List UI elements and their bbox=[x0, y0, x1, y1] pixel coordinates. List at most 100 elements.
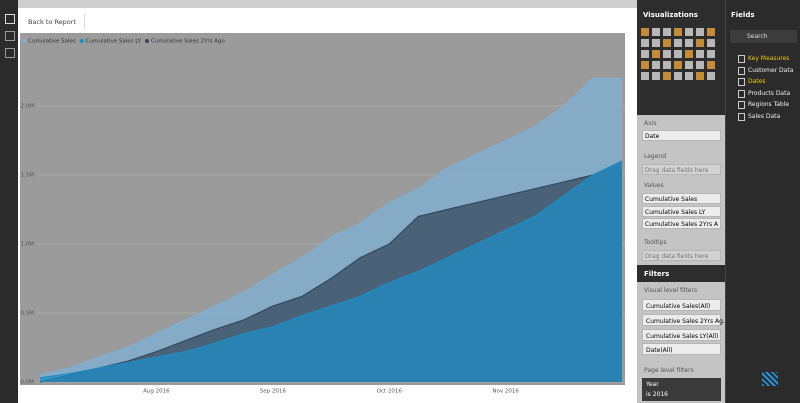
visual-icon[interactable] bbox=[674, 61, 682, 69]
visual-icon[interactable] bbox=[641, 39, 649, 47]
legend-marker bbox=[145, 39, 150, 43]
visual-icon[interactable] bbox=[663, 61, 671, 69]
visual-icon[interactable] bbox=[641, 28, 649, 36]
filter-card[interactable]: Cumulative Sales LY(All) bbox=[642, 329, 721, 341]
x-tick-label: Sep 2016 bbox=[260, 389, 287, 395]
well-label: Values bbox=[644, 182, 664, 189]
well-field[interactable]: Date bbox=[642, 130, 721, 141]
filter-name: Date(All) bbox=[646, 347, 673, 354]
filters-header bbox=[637, 265, 725, 282]
filter-card[interactable]: Date(All) bbox=[642, 343, 721, 355]
field-table[interactable]: Key Measures bbox=[730, 54, 798, 64]
well-label: Tooltips bbox=[644, 239, 667, 246]
visual-icon[interactable] bbox=[652, 28, 660, 36]
visual-icons bbox=[641, 28, 721, 90]
y-tick-label: 1.0M bbox=[21, 242, 35, 248]
visual-icon[interactable] bbox=[641, 50, 649, 58]
visual-icon[interactable] bbox=[707, 50, 715, 58]
model-icon[interactable] bbox=[5, 48, 15, 58]
visual-icon[interactable] bbox=[696, 39, 704, 47]
visual-icon[interactable] bbox=[674, 39, 682, 47]
legend-label: Cumulative Sales 2Yrs Ago bbox=[151, 39, 226, 45]
table-name: Regions Table bbox=[748, 101, 790, 109]
filter-name: Year bbox=[646, 381, 659, 388]
table-icon bbox=[738, 113, 745, 121]
filter-card[interactable]: Cumulative Sales(All) bbox=[642, 299, 721, 311]
visual-icon[interactable] bbox=[652, 72, 660, 80]
visual-icon[interactable] bbox=[641, 72, 649, 80]
filter-card[interactable]: Cumulative Sales 2Yrs Ag... bbox=[642, 314, 729, 326]
table-name: Products Data bbox=[748, 89, 791, 97]
table-name: Dates bbox=[748, 78, 766, 86]
area bbox=[40, 161, 622, 382]
drop-text: Drag data fields here bbox=[645, 167, 709, 174]
visual-icon[interactable] bbox=[674, 50, 682, 58]
visual-icon[interactable] bbox=[696, 72, 704, 80]
visual-icon[interactable] bbox=[685, 72, 693, 80]
report-icon[interactable] bbox=[5, 14, 15, 24]
search-placeholder: Search bbox=[747, 33, 768, 40]
field-table[interactable]: Products Data bbox=[730, 89, 798, 99]
data-icon[interactable] bbox=[5, 31, 15, 41]
back-button[interactable]: Back to Report bbox=[28, 18, 76, 26]
area-line bbox=[39, 77, 622, 376]
filter-name: Cumulative Sales(All) bbox=[646, 303, 711, 310]
table-name: Key Measures bbox=[748, 55, 790, 62]
field-table[interactable]: Sales Data bbox=[730, 112, 798, 122]
visual-icon[interactable] bbox=[707, 72, 715, 80]
y-tick-label: 0.0M bbox=[21, 380, 35, 386]
field-table[interactable]: Dates bbox=[730, 77, 798, 87]
y-tick-label: 0.5M bbox=[21, 311, 35, 317]
pane-title: Fields bbox=[731, 11, 755, 19]
drop-zone[interactable]: Drag data fields here bbox=[642, 250, 721, 261]
visual-icon[interactable] bbox=[685, 39, 693, 47]
visual-icon[interactable] bbox=[663, 50, 671, 58]
well-field[interactable]: Cumulative Sales 2Yrs A bbox=[642, 218, 721, 229]
well-field[interactable]: Cumulative Sales LY bbox=[642, 206, 721, 217]
visual-icon[interactable] bbox=[663, 28, 671, 36]
visual-icon[interactable] bbox=[685, 50, 693, 58]
field-name: Date bbox=[645, 133, 660, 140]
filters-title: Filters bbox=[644, 270, 670, 278]
table-icon bbox=[738, 101, 745, 110]
legend-label: Cumulative Sales LY bbox=[86, 39, 142, 45]
filter-name: Cumulative Sales 2Yrs Ag... bbox=[646, 318, 729, 325]
visual-icon[interactable] bbox=[707, 61, 715, 69]
visual-icon[interactable] bbox=[663, 72, 671, 80]
visual-icon[interactable] bbox=[663, 39, 671, 47]
visual-icon[interactable] bbox=[652, 50, 660, 58]
visual-icon[interactable] bbox=[696, 28, 704, 36]
drop-zone[interactable]: Drag data fields here bbox=[642, 164, 721, 175]
drop-text: Drag data fields here bbox=[645, 253, 709, 260]
logo bbox=[762, 372, 778, 386]
legend-marker bbox=[22, 39, 26, 43]
left-nav bbox=[0, 0, 18, 403]
legend-marker bbox=[79, 39, 84, 43]
well-label: Legend bbox=[644, 153, 667, 160]
area-line bbox=[39, 160, 623, 383]
visual-icon[interactable] bbox=[641, 61, 649, 69]
visual-icon[interactable] bbox=[696, 50, 704, 58]
table-icon bbox=[738, 89, 745, 98]
visual-icon[interactable] bbox=[652, 61, 660, 69]
search-box[interactable]: Search bbox=[730, 30, 797, 43]
field-table[interactable]: Customer Data bbox=[730, 66, 798, 76]
visual-icon[interactable] bbox=[685, 61, 693, 69]
visual-icon[interactable] bbox=[652, 39, 660, 47]
visual-icon[interactable] bbox=[707, 28, 715, 36]
visual-icon[interactable] bbox=[674, 72, 682, 80]
page-filter-card[interactable]: Year is 2016 bbox=[642, 378, 721, 401]
legend-label: Cumulative Sales bbox=[28, 39, 76, 45]
table-icon bbox=[738, 55, 745, 63]
visual-icon[interactable] bbox=[685, 28, 693, 36]
visual-icon[interactable] bbox=[707, 39, 715, 47]
filter-section: Page level filters bbox=[644, 367, 694, 374]
visual-icon[interactable] bbox=[696, 61, 704, 69]
field-name: Cumulative Sales 2Yrs A bbox=[645, 221, 719, 228]
field-list: Key Measures Customer Data Dates Products D… bbox=[730, 54, 798, 134]
chart: 0.0M 0.5M 1.0M 1.5M 2.0M Aug 2016 Sep 2016 Oct … bbox=[20, 33, 625, 395]
field-table[interactable]: Regions Table bbox=[730, 100, 798, 110]
visual-icon[interactable] bbox=[674, 28, 682, 36]
well-field[interactable]: Cumulative Sales bbox=[642, 193, 721, 204]
